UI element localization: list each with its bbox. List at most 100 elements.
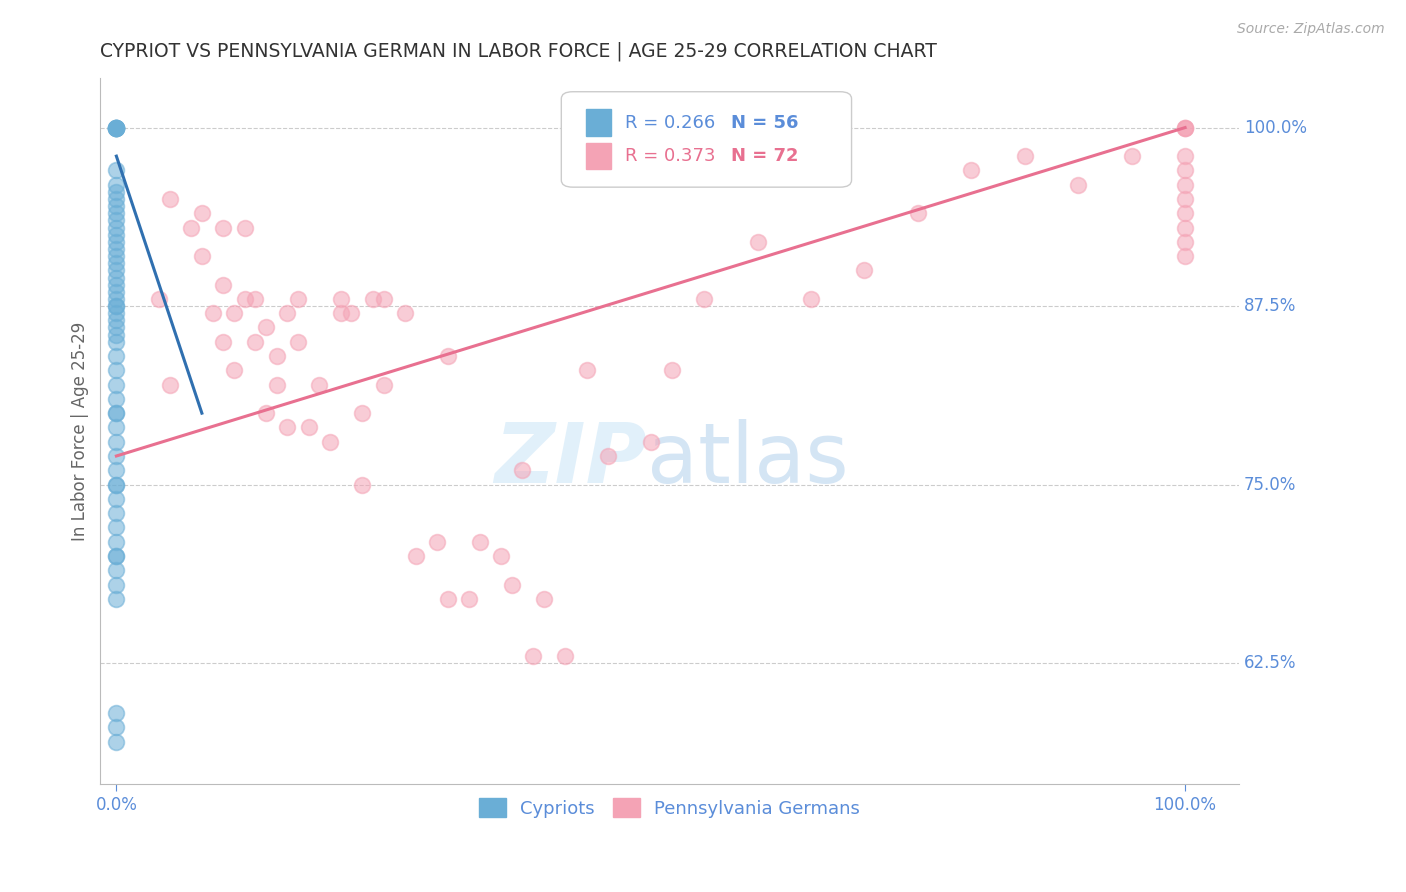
Point: [159, 377, 181, 392]
Point: [105, 256, 128, 270]
Point: [222, 363, 245, 377]
Point: [1067, 178, 1090, 192]
Point: [1174, 149, 1197, 163]
Point: [105, 563, 128, 577]
Point: [319, 434, 342, 449]
Point: [426, 534, 449, 549]
Point: [352, 406, 374, 420]
Point: [105, 249, 128, 263]
Point: [1121, 149, 1143, 163]
Point: [596, 449, 619, 463]
Point: [276, 306, 298, 320]
Point: [1014, 149, 1036, 163]
Point: [1174, 192, 1197, 206]
Point: [105, 734, 128, 748]
Text: R = 0.266: R = 0.266: [626, 114, 716, 132]
Point: [233, 292, 256, 306]
Point: [436, 349, 458, 363]
Point: [105, 577, 128, 591]
Point: [105, 477, 128, 491]
Point: [907, 206, 929, 220]
Bar: [586, 143, 612, 169]
Point: [201, 306, 224, 320]
Point: [105, 235, 128, 249]
Point: [245, 292, 267, 306]
Point: [105, 520, 128, 534]
Point: [105, 120, 128, 135]
Point: [298, 420, 321, 434]
Point: [266, 349, 288, 363]
Point: [352, 477, 374, 491]
Text: Source: ZipAtlas.com: Source: ZipAtlas.com: [1237, 22, 1385, 37]
Point: [489, 549, 512, 563]
Point: [329, 306, 352, 320]
Point: [105, 506, 128, 520]
Point: [105, 349, 128, 363]
Point: [105, 227, 128, 242]
Text: R = 0.373: R = 0.373: [626, 147, 716, 165]
Point: [468, 534, 491, 549]
Point: [1174, 249, 1197, 263]
Point: [105, 406, 128, 420]
Point: [1174, 120, 1197, 135]
Point: [640, 434, 662, 449]
Text: 62.5%: 62.5%: [1244, 654, 1296, 672]
Point: [853, 263, 876, 277]
Point: [212, 334, 235, 349]
Point: [436, 591, 458, 606]
Text: CYPRIOT VS PENNSYLVANIA GERMAN IN LABOR FORCE | AGE 25-29 CORRELATION CHART: CYPRIOT VS PENNSYLVANIA GERMAN IN LABOR …: [100, 42, 938, 62]
Point: [1174, 206, 1197, 220]
Point: [287, 334, 309, 349]
Text: N = 56: N = 56: [731, 114, 799, 132]
Point: [105, 434, 128, 449]
Text: 100.0%: 100.0%: [1244, 119, 1306, 136]
Point: [105, 185, 128, 199]
Point: [394, 306, 416, 320]
Point: [405, 549, 427, 563]
Point: [105, 163, 128, 178]
Point: [105, 463, 128, 477]
Point: [522, 648, 544, 663]
Point: [105, 242, 128, 256]
Point: [276, 420, 298, 434]
Point: [105, 720, 128, 734]
Point: [373, 377, 395, 392]
Point: [105, 120, 128, 135]
Text: N = 72: N = 72: [731, 147, 799, 165]
Point: [105, 120, 128, 135]
Point: [747, 235, 769, 249]
Point: [105, 334, 128, 349]
Point: [105, 120, 128, 135]
Y-axis label: In Labor Force | Age 25-29: In Labor Force | Age 25-29: [72, 321, 89, 541]
Point: [105, 299, 128, 313]
Point: [287, 292, 309, 306]
Text: 75.0%: 75.0%: [1244, 475, 1296, 493]
Point: [340, 306, 363, 320]
Point: [159, 192, 181, 206]
Point: [105, 178, 128, 192]
Point: [191, 206, 214, 220]
Point: [1174, 235, 1197, 249]
Point: [212, 220, 235, 235]
Point: [148, 292, 170, 306]
Point: [1174, 178, 1197, 192]
Point: [105, 292, 128, 306]
Point: [458, 591, 481, 606]
Point: [105, 392, 128, 406]
Point: [105, 270, 128, 285]
Point: [105, 477, 128, 491]
Point: [105, 363, 128, 377]
Point: [501, 577, 523, 591]
Point: [254, 320, 277, 334]
Point: [373, 292, 395, 306]
Point: [105, 449, 128, 463]
Point: [693, 292, 716, 306]
Point: [1174, 120, 1197, 135]
Point: [512, 463, 534, 477]
Point: [105, 327, 128, 342]
Point: [105, 549, 128, 563]
Point: [361, 292, 384, 306]
Point: [105, 285, 128, 299]
Point: [105, 706, 128, 720]
Point: [105, 377, 128, 392]
